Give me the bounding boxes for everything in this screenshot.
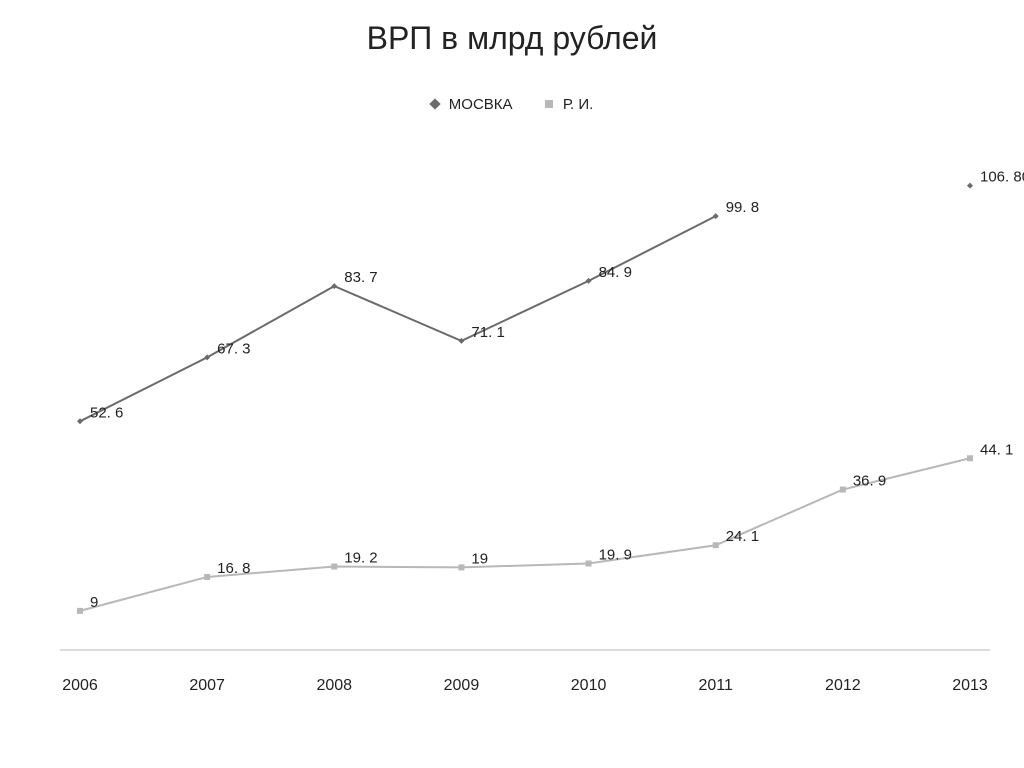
x-axis-label: 2010: [571, 677, 607, 694]
marker-square: [458, 564, 464, 570]
chart-container: ВРП в млрд рублей МОСВКА Р. И. 200620072…: [0, 0, 1024, 768]
data-label: 19: [471, 550, 488, 567]
marker-diamond: [458, 338, 464, 344]
marker-square: [967, 455, 973, 461]
series-line-0: [80, 216, 716, 421]
chart-plot: 2006 2007 2008 2009 2010 2011 2012 2013 52. 6 67.…: [0, 0, 1024, 768]
data-label: 24. 1: [726, 528, 759, 545]
data-label: 19. 9: [599, 546, 632, 563]
marker-square: [204, 574, 210, 580]
x-axis-label: 2012: [825, 677, 861, 694]
data-label: 99. 8: [726, 199, 759, 216]
data-label: 71. 1: [471, 324, 504, 341]
marker-square: [77, 608, 83, 614]
x-axis-label: 2013: [952, 677, 988, 694]
data-label: 36. 9: [853, 473, 886, 490]
x-axis-label: 2008: [316, 677, 352, 694]
data-label: 16. 8: [217, 560, 250, 577]
x-axis-label: 2011: [699, 677, 734, 694]
series-line-1: [80, 458, 970, 611]
marker-square: [586, 560, 592, 566]
data-label: 83. 7: [344, 269, 377, 286]
data-label: 52. 6: [90, 404, 123, 421]
marker-square: [331, 564, 337, 570]
data-label: 106. 80: [980, 169, 1024, 186]
x-axis-label: 2006: [62, 677, 98, 694]
data-label: 44. 1: [980, 441, 1013, 458]
data-label: 84. 9: [599, 264, 632, 281]
x-axis-label: 2007: [189, 677, 225, 694]
data-label: 67. 3: [217, 340, 250, 357]
marker-square: [713, 542, 719, 548]
data-label: 19. 2: [344, 550, 377, 567]
marker-square: [840, 487, 846, 493]
x-axis-label: 2009: [444, 677, 480, 694]
data-label: 9: [90, 594, 98, 611]
marker-diamond: [967, 183, 973, 189]
